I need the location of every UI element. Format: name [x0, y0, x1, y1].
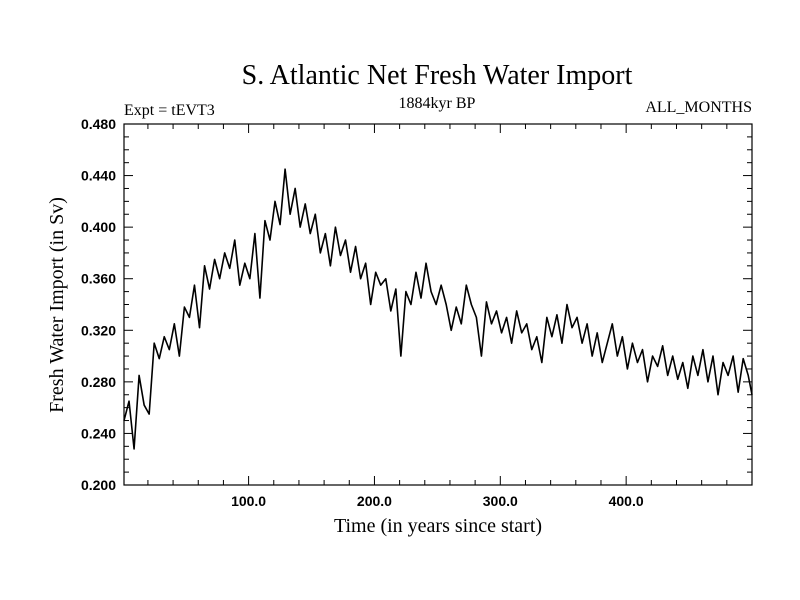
- y-tick-label: 0.320: [81, 322, 116, 338]
- series-line: [123, 168, 753, 450]
- y-tick-label: 0.360: [81, 271, 116, 287]
- x-tick-label: 300.0: [483, 493, 518, 509]
- x-axis-label: Time (in years since start): [334, 515, 542, 537]
- y-axis-label: Fresh Water Import (in Sv): [46, 197, 68, 413]
- months-label: ALL_MONTHS: [645, 99, 752, 116]
- chart-title: S. Atlantic Net Fresh Water Import: [242, 60, 633, 91]
- y-tick-label: 0.400: [81, 219, 116, 235]
- y-axis-ticks: [124, 123, 752, 486]
- y-tick-label: 0.440: [81, 168, 116, 184]
- y-tick-label: 0.280: [81, 374, 116, 390]
- y-tick-label: 0.480: [81, 116, 116, 132]
- chart-subtitle: 1884kyr BP: [399, 95, 476, 112]
- x-tick-label: 400.0: [609, 493, 644, 509]
- plot-frame: [123, 123, 753, 486]
- x-tick-label: 200.0: [357, 493, 392, 509]
- experiment-label: Expt = tEVT3: [124, 102, 215, 119]
- y-axis-tick-labels: 0.200 0.240 0.280 0.320 0.360 0.400 0.440 0.480: [81, 116, 116, 493]
- x-axis-tick-labels: 100.0 200.0 300.0 400.0: [231, 493, 644, 509]
- y-tick-label: 0.200: [81, 477, 116, 493]
- x-tick-label: 100.0: [231, 493, 266, 509]
- x-axis-ticks: [147, 124, 728, 485]
- y-tick-label: 0.240: [81, 425, 116, 441]
